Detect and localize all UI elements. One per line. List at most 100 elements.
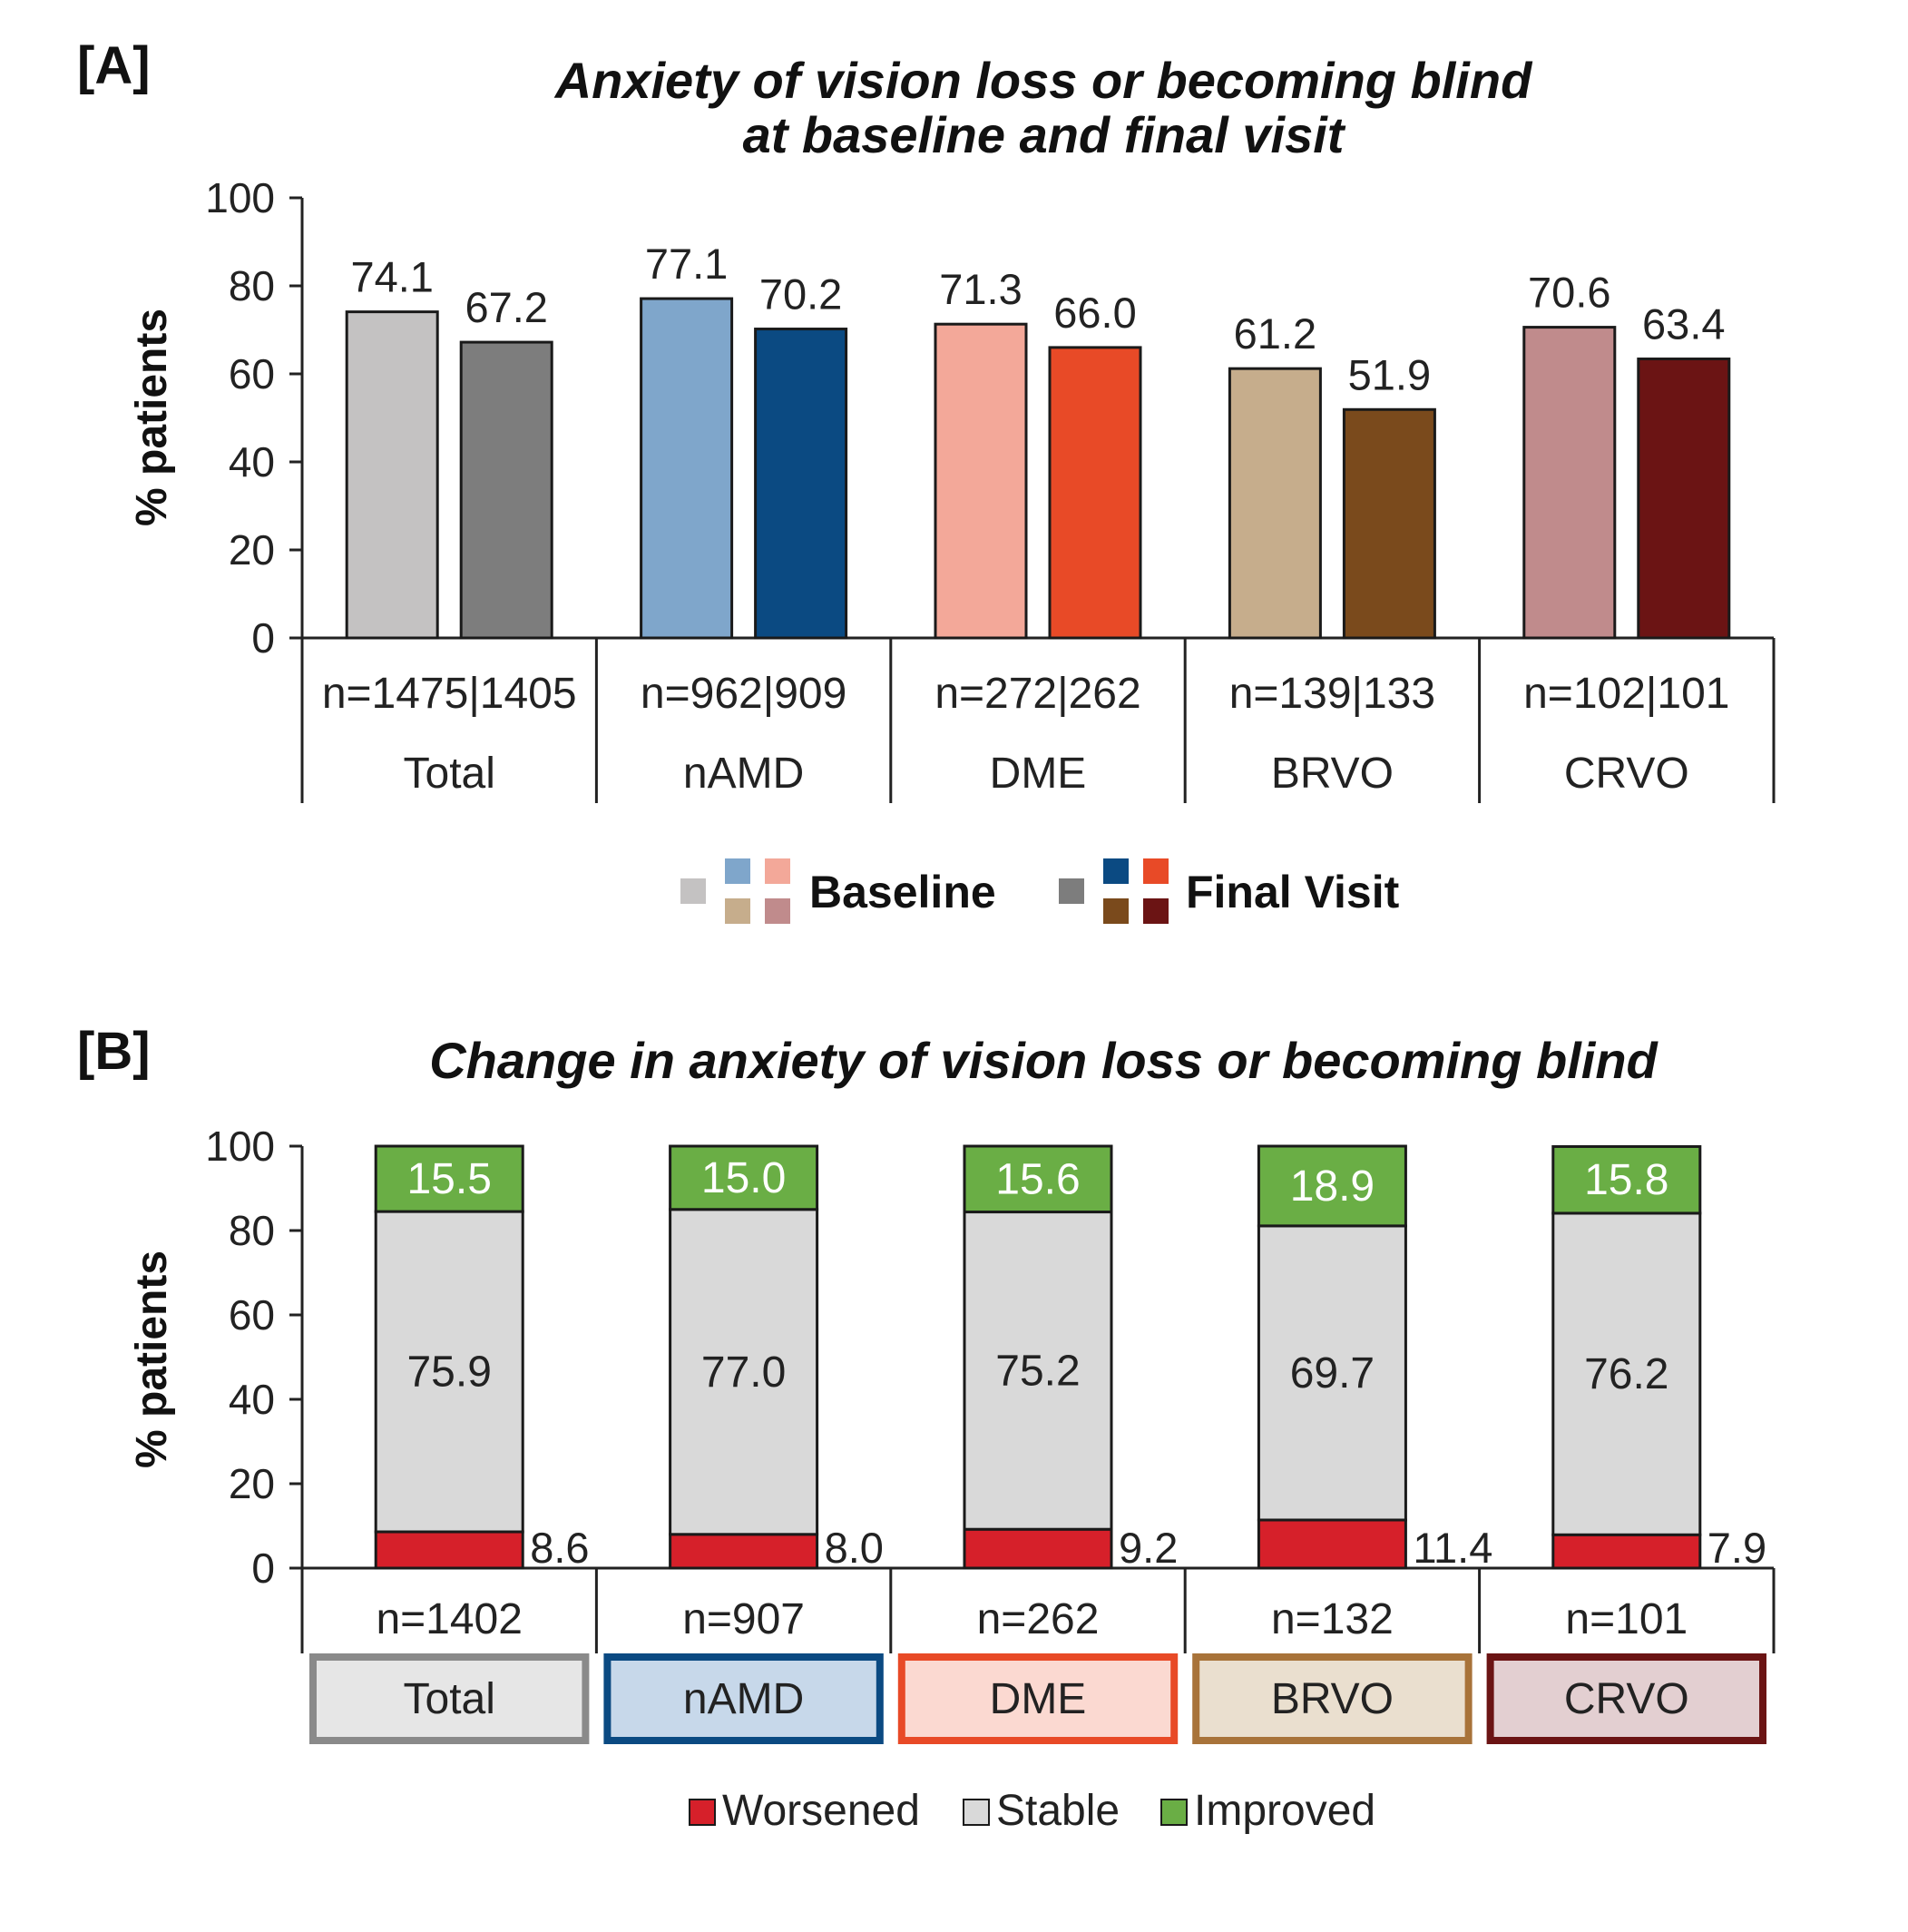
chart-a-legend-swatch (1103, 858, 1129, 884)
chart-b-y-tick-label: 100 (205, 1123, 275, 1170)
chart-a-category-label: BRVO (1271, 750, 1394, 798)
chart-b-bar-segment-improved (669, 1144, 819, 1211)
chart-b-category-box (1486, 1653, 1766, 1744)
chart-b-data-label: 76.2 (1584, 1350, 1668, 1398)
chart-b-legend: Worsened Stable Improved (689, 1787, 1375, 1835)
chart-a-category-label: DME (990, 750, 1087, 798)
chart-b-data-label: 15.0 (701, 1154, 786, 1202)
chart-a-title-line-1: Anxiety of vision loss or becoming blind (553, 52, 1533, 109)
chart-a-legend-swatch (1143, 898, 1169, 924)
chart-b-legend-label: Stable (996, 1787, 1120, 1835)
chart-b-legend-swatch (963, 1799, 990, 1826)
chart-a-sample-size: n=102|101 (1523, 670, 1729, 718)
chart-a-y-tick-label: 80 (229, 262, 275, 309)
chart-a-plot: 0 20 40 60 80 100 74.1 67.2 n=1475|1405 Total 77.1… (205, 174, 1776, 803)
chart-b-y-tick-label: 0 (251, 1545, 275, 1592)
chart-a-y-tick-label: 20 (229, 526, 275, 574)
chart-b-data-label: 15.6 (995, 1155, 1080, 1203)
chart-b-category-box (897, 1653, 1179, 1744)
chart-a-bar (1048, 346, 1142, 640)
chart-b-bar-segment-worsened (669, 1533, 819, 1570)
chart-b-data-label: 8.0 (825, 1524, 884, 1572)
chart-b-category-box (1192, 1653, 1473, 1744)
chart-b-legend-swatch (1160, 1799, 1188, 1826)
chart-a-data-label: 71.3 (939, 265, 1022, 313)
chart-b-bar-segment-stable (1551, 1211, 1702, 1536)
chart-b-category-label: nAMD (683, 1675, 804, 1723)
chart-a-y-tick-label: 60 (229, 350, 275, 397)
chart-b-category-box (309, 1653, 590, 1744)
chart-a-legend-swatch (1103, 898, 1129, 924)
chart-a-bar (345, 310, 439, 640)
chart-b-data-label: 7.9 (1707, 1524, 1766, 1572)
chart-b-category-label: CRVO (1564, 1675, 1689, 1723)
chart-a-bar (934, 322, 1028, 640)
chart-a-data-label: 63.4 (1642, 300, 1725, 348)
chart-a-data-label: 67.2 (465, 283, 547, 331)
chart-a-bar (754, 328, 848, 640)
chart-b-bar-segment-improved (1551, 1144, 1702, 1215)
panel-a-tag: [A] (77, 36, 151, 95)
chart-b-sample-size: n=132 (1271, 1595, 1394, 1643)
chart-a-bar (1522, 326, 1617, 640)
chart-a-legend: Baseline Final Visit (680, 858, 1400, 924)
chart-a-legend-swatch (1143, 858, 1169, 884)
chart-b-data-label: 15.8 (1584, 1156, 1668, 1204)
chart-a-legend-swatch (1059, 878, 1084, 904)
chart-b-sample-size: n=1402 (376, 1595, 523, 1643)
chart-b-bar-segment-worsened (1551, 1533, 1702, 1570)
chart-a-sample-size: n=962|909 (641, 670, 846, 718)
chart-b-title: Change in anxiety of vision loss or beco… (429, 1032, 1658, 1089)
chart-a-y-tick-label: 0 (251, 614, 275, 662)
chart-a-sample-size: n=1475|1405 (322, 670, 577, 718)
chart-a-data-label: 70.2 (759, 270, 842, 319)
chart-b-data-label: 8.6 (530, 1524, 589, 1572)
chart-b-data-label: 77.0 (701, 1348, 786, 1397)
chart-b-category-box (603, 1653, 884, 1744)
chart-b-bar-segment-worsened (1257, 1518, 1407, 1570)
chart-b-legend-swatch (689, 1799, 716, 1826)
chart-b-y-tick-label: 20 (229, 1460, 275, 1507)
chart-a-title-line-2: at baseline and final visit (743, 106, 1346, 163)
chart-a-data-label: 61.2 (1234, 309, 1316, 358)
chart-b-bar-segment-stable (1257, 1224, 1407, 1522)
chart-a-category-label: nAMD (683, 750, 804, 798)
chart-a-legend-swatch (765, 858, 790, 884)
chart-b-legend-label: Improved (1194, 1787, 1375, 1835)
chart-a-data-label: 77.1 (645, 240, 728, 288)
chart-b-data-label: 69.7 (1290, 1349, 1375, 1398)
chart-a-data-label: 66.0 (1053, 289, 1136, 337)
chart-b-legend-label: Worsened (722, 1787, 920, 1835)
chart-a-legend-swatch (725, 898, 750, 924)
chart-a-y-tick-label: 40 (229, 438, 275, 485)
chart-b-y-axis-label: % patients (128, 1250, 176, 1468)
chart-b-sample-size: n=262 (977, 1595, 1100, 1643)
chart-b-y-tick-label: 80 (229, 1207, 275, 1254)
chart-b-y-tick-label: 40 (229, 1376, 275, 1423)
chart-b-sample-size: n=101 (1565, 1595, 1688, 1643)
chart-a-legend-label: Final Visit (1186, 867, 1400, 917)
chart-b-sample-size: n=907 (682, 1595, 805, 1643)
chart-a-legend-swatch (725, 858, 750, 884)
chart-b-data-label: 75.2 (995, 1347, 1080, 1395)
chart-b-bar-segment-improved (374, 1144, 524, 1213)
chart-b-data-label: 18.9 (1290, 1162, 1375, 1211)
chart-b-category-label: DME (990, 1675, 1087, 1723)
chart-b-data-label: 9.2 (1119, 1524, 1178, 1572)
chart-b-y-tick-label: 60 (229, 1291, 275, 1339)
chart-b-data-label: 75.9 (406, 1348, 491, 1397)
chart-a-data-label: 51.9 (1348, 350, 1431, 398)
chart-a-data-label: 74.1 (350, 253, 433, 301)
chart-a-bar (459, 340, 553, 640)
chart-a-data-label: 70.6 (1528, 269, 1610, 317)
chart-b-data-label: 11.4 (1413, 1524, 1492, 1572)
chart-b-data-label: 15.5 (406, 1155, 491, 1203)
chart-b-bar-segment-stable (374, 1210, 524, 1534)
chart-a-bar (1342, 407, 1436, 640)
chart-b-category-label: BRVO (1271, 1675, 1394, 1723)
chart-a-bar (640, 297, 734, 640)
chart-a-legend-swatch (680, 878, 706, 904)
chart-a-legend-swatch (765, 898, 790, 924)
chart-a-legend-label: Baseline (809, 867, 996, 917)
chart-b-category-label: Total (404, 1675, 495, 1723)
